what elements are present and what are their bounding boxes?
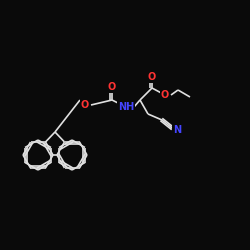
Text: O: O [161, 90, 169, 100]
Text: NH: NH [118, 102, 134, 112]
Text: N: N [173, 125, 181, 135]
Text: O: O [108, 82, 116, 92]
Text: O: O [81, 100, 89, 110]
Text: O: O [148, 72, 156, 82]
